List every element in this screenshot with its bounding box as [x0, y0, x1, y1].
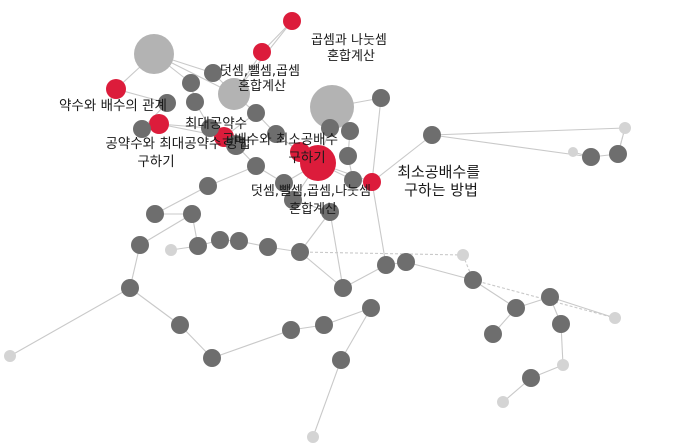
edge-g29-g38	[405, 261, 474, 281]
node-g23[interactable]	[189, 237, 207, 255]
node-g31[interactable]	[334, 279, 352, 297]
edge-r8-g12	[371, 134, 433, 183]
edge-g12-l1	[431, 127, 626, 136]
edge-g12-g13	[431, 134, 592, 158]
node-g20[interactable]	[321, 203, 339, 221]
node-l6[interactable]	[557, 359, 569, 371]
node-g43[interactable]	[522, 369, 540, 387]
node-g28[interactable]	[377, 256, 395, 274]
node-g34[interactable]	[282, 321, 300, 339]
node-g2[interactable]	[186, 93, 204, 111]
edge-g31-g27	[299, 251, 344, 289]
node-l1[interactable]	[619, 122, 631, 134]
edge-g37-l8	[312, 359, 342, 438]
node-g22[interactable]	[183, 205, 201, 223]
node-g19[interactable]	[344, 171, 362, 189]
label-yaksu-baesu: 약수와 배수의 관계	[59, 98, 167, 114]
node-g11[interactable]	[372, 89, 390, 107]
edge-g30-l5	[9, 287, 131, 357]
node-l9[interactable]	[568, 147, 578, 157]
node-g44[interactable]	[131, 236, 149, 254]
node-g27[interactable]	[291, 243, 309, 261]
node-l2[interactable]	[457, 249, 469, 261]
node-l3[interactable]	[165, 244, 177, 256]
node-g7[interactable]	[267, 125, 285, 143]
node-l8[interactable]	[307, 431, 319, 443]
node-g12[interactable]	[423, 126, 441, 144]
node-r2[interactable]	[253, 43, 271, 61]
edge-g28-r8	[371, 181, 387, 266]
node-g13[interactable]	[582, 148, 600, 166]
node-g4[interactable]	[247, 104, 265, 122]
node-g36[interactable]	[203, 349, 221, 367]
edge-g15-g21	[154, 185, 209, 215]
node-g32[interactable]	[362, 299, 380, 317]
node-g35[interactable]	[315, 316, 333, 334]
edge-g11-r8	[371, 97, 382, 183]
node-r3[interactable]	[106, 79, 126, 99]
node-g3[interactable]	[204, 64, 222, 82]
node-g18[interactable]	[284, 191, 302, 209]
label-deot-ppael-gop-nanut: 덧셈,뺄셈,곱셈,나눗셈 혼합계산	[251, 184, 375, 217]
node-g26[interactable]	[259, 238, 277, 256]
node-g9[interactable]	[341, 122, 359, 140]
node-r1[interactable]	[283, 12, 301, 30]
label-gongyaksu-choedae: 공약수와 최대공약수 방법	[105, 136, 250, 152]
node-g24[interactable]	[211, 231, 229, 249]
label-gongyaksu-guhagi: 구하기	[137, 154, 174, 170]
node-g30[interactable]	[121, 279, 139, 297]
edge-g20-g31	[329, 211, 344, 289]
node-r8[interactable]	[363, 173, 381, 191]
node-g40[interactable]	[507, 299, 525, 317]
node-g8[interactable]	[321, 119, 339, 137]
node-g6[interactable]	[201, 119, 219, 137]
edge-g22-g44	[139, 213, 193, 246]
node-b1[interactable]	[134, 34, 174, 74]
edge-g30-g33	[129, 287, 181, 326]
node-l5[interactable]	[4, 350, 16, 362]
label-choedae-gongyaksu: 최대공약수	[185, 116, 247, 132]
node-g17[interactable]	[275, 174, 293, 192]
node-g46[interactable]	[133, 120, 151, 138]
node-g42[interactable]	[552, 315, 570, 333]
label-gop-nanut: 곱셈과 나눗셈 혼합계산	[311, 33, 391, 64]
node-b2[interactable]	[218, 78, 250, 110]
node-g14[interactable]	[609, 145, 627, 163]
node-l4[interactable]	[609, 312, 621, 324]
node-b3[interactable]	[310, 85, 354, 129]
node-g33[interactable]	[171, 316, 189, 334]
node-g29[interactable]	[397, 253, 415, 271]
node-g15[interactable]	[199, 177, 217, 195]
node-g1[interactable]	[182, 74, 200, 92]
edge-g38-l4	[472, 279, 616, 319]
label-guhagi2: 구하기	[288, 150, 325, 166]
labels-layer: 곱셈과 나눗셈 혼합계산 덧셈,뺄셈,곱셈 혼합계산 약수와 배수의 관계 최대…	[59, 33, 485, 217]
edge-g39-l4	[549, 296, 616, 319]
label-choeso-gongbaesu-method: 최소공배수를 구하는 방법	[397, 163, 485, 199]
node-g25[interactable]	[230, 232, 248, 250]
node-g21[interactable]	[146, 205, 164, 223]
node-g41[interactable]	[484, 325, 502, 343]
node-r7[interactable]	[300, 145, 336, 181]
node-r4[interactable]	[149, 114, 169, 134]
nodes-layer	[4, 12, 631, 443]
node-l7[interactable]	[497, 396, 509, 408]
node-g37[interactable]	[332, 351, 350, 369]
edge-g36-g34	[211, 329, 292, 359]
node-g38[interactable]	[464, 271, 482, 289]
edge-g27-l2	[299, 251, 464, 256]
node-g45[interactable]	[158, 94, 176, 112]
label-deot-ppael-gop: 덧셈,뺄셈,곱셈 혼합계산	[220, 64, 304, 94]
node-g5[interactable]	[226, 135, 246, 155]
label-gongbaesu-choeso: 공배수와 최소공배수	[222, 132, 338, 148]
node-g16[interactable]	[247, 157, 265, 175]
node-g39[interactable]	[541, 288, 559, 306]
node-g10[interactable]	[339, 147, 357, 165]
edge-g32-g37	[340, 307, 372, 361]
